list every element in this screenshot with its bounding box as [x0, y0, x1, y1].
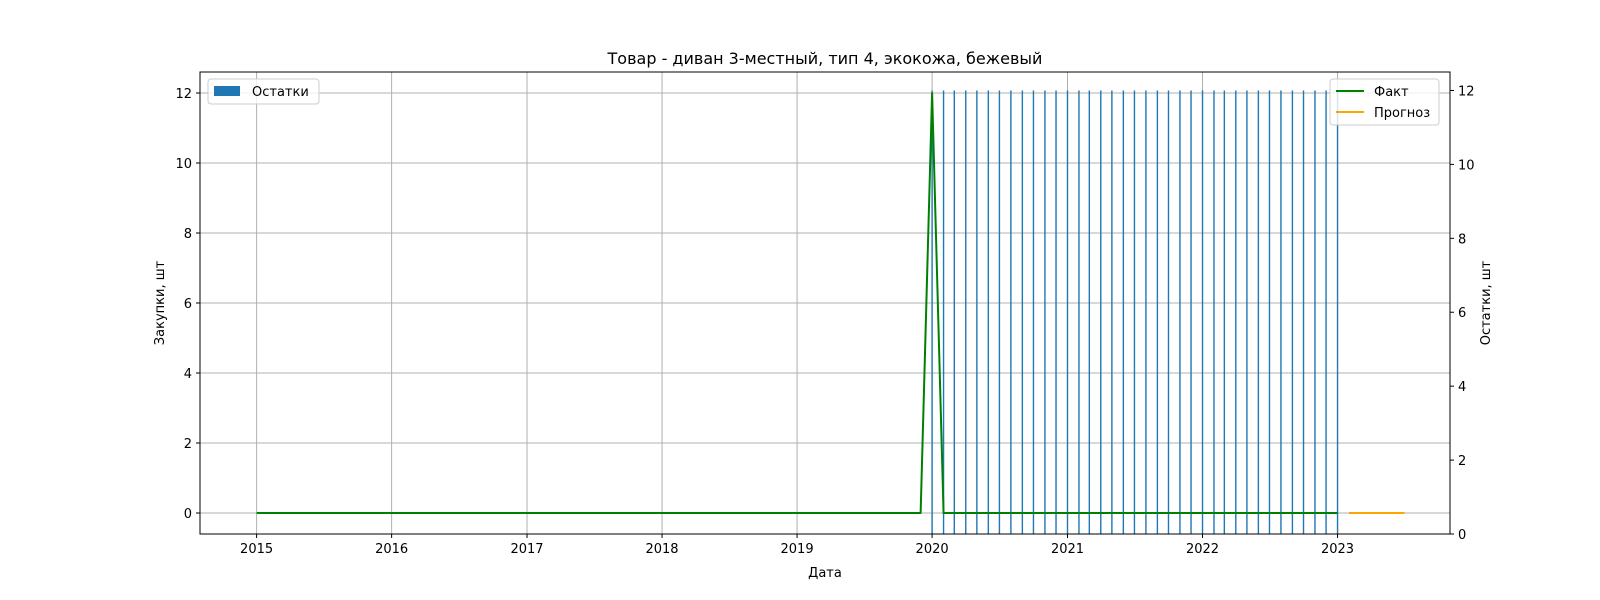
y-right-tick-label: 10 [1458, 158, 1475, 173]
x-tick-label: 2016 [375, 542, 408, 557]
bar-ostatki [1100, 90, 1102, 534]
bar-ostatki [1325, 90, 1327, 534]
bar-ostatki [1257, 90, 1260, 534]
bar-ostatki [1223, 90, 1226, 534]
x-tick-label: 2023 [1321, 542, 1354, 557]
x-tick-label: 2021 [1051, 542, 1084, 557]
y-right-tick-label: 4 [1458, 380, 1466, 395]
bar-ostatki [1314, 90, 1316, 534]
x-tick-label: 2022 [1186, 542, 1219, 557]
y-left-tick-label: 10 [175, 157, 192, 172]
y-axis-left: 0 2 4 6 8 10 12 [175, 87, 200, 522]
legend-swatch-ostatki [214, 86, 240, 96]
y-left-tick-label: 2 [184, 437, 192, 452]
x-tick-label: 2018 [645, 542, 678, 557]
bar-ostatki [1044, 90, 1046, 534]
line-fact [256, 92, 1338, 514]
bar-ostatki [1055, 90, 1057, 534]
bar-ostatki [1078, 90, 1080, 534]
bar-ostatki [1246, 90, 1248, 534]
bar-ostatki [1122, 90, 1125, 534]
bar-ostatki [931, 90, 933, 534]
x-tick-label: 2017 [510, 542, 543, 557]
y-right-tick-label: 0 [1458, 528, 1466, 543]
y-axis-right: 0 2 4 6 8 10 12 [1450, 84, 1475, 543]
y-right-tick-label: 2 [1458, 454, 1466, 469]
bar-ostatki [1302, 90, 1305, 534]
bar-ostatki [1066, 90, 1069, 534]
y-right-tick-label: 6 [1458, 306, 1466, 321]
bar-ostatki [976, 90, 978, 534]
legend-label-ostatki: Остатки [252, 85, 309, 100]
y-left-tick-label: 0 [184, 507, 192, 522]
y-left-tick-label: 6 [184, 297, 192, 312]
x-tick-label: 2020 [916, 542, 949, 557]
bar-ostatki [1201, 90, 1204, 534]
legend-left-frame [207, 78, 320, 105]
bar-ostatki [1280, 90, 1282, 534]
x-tick-label: 2019 [781, 542, 814, 557]
bar-ostatki [965, 90, 967, 534]
legend-left: Остатки [207, 78, 320, 105]
y-right-tick-label: 12 [1458, 84, 1475, 99]
y-axis-right-title: Остатки, шт [1479, 260, 1494, 345]
bar-ostatki [1133, 90, 1136, 534]
x-axis-title: Дата [808, 566, 842, 581]
legend-right: Факт Прогноз [1329, 78, 1440, 126]
bar-ostatki [1213, 90, 1215, 534]
legend-label-fact: Факт [1374, 85, 1409, 100]
bar-ostatki [1111, 90, 1113, 534]
bars-layer [931, 90, 1339, 534]
grid-layer [200, 72, 1450, 534]
bar-ostatki [1032, 90, 1035, 534]
y-left-tick-label: 8 [184, 227, 192, 242]
bar-ostatki [1291, 90, 1294, 534]
bar-ostatki [1021, 90, 1024, 534]
bar-ostatki [953, 90, 955, 534]
bar-ostatki [987, 90, 990, 534]
lines-layer [256, 92, 1405, 514]
y-left-tick-label: 12 [175, 87, 192, 102]
bar-ostatki [998, 90, 1001, 534]
x-tick-label: 2015 [240, 542, 273, 557]
chart-title: Товар - диван 3-местный, тип 4, экокожа,… [607, 49, 1043, 68]
legend-label-forecast: Прогноз [1374, 106, 1430, 121]
bar-ostatki [1088, 90, 1091, 534]
bar-ostatki [1179, 90, 1181, 534]
bar-ostatki [1145, 90, 1147, 534]
bar-ostatki [1336, 90, 1339, 534]
bar-ostatki [1167, 90, 1170, 534]
bar-ostatki [1268, 90, 1271, 534]
y-left-tick-label: 4 [184, 367, 192, 382]
bar-ostatki [1235, 90, 1237, 534]
bar-ostatki [942, 90, 945, 534]
bar-ostatki [1190, 90, 1192, 534]
bar-ostatki [1010, 90, 1012, 534]
bar-ostatki [1156, 90, 1159, 534]
y-right-tick-label: 8 [1458, 232, 1466, 247]
y-axis-left-title: Закупки, шт [153, 260, 168, 345]
x-axis: 2015 2016 2017 2018 2019 2020 2021 2022 2023 [240, 534, 1354, 557]
